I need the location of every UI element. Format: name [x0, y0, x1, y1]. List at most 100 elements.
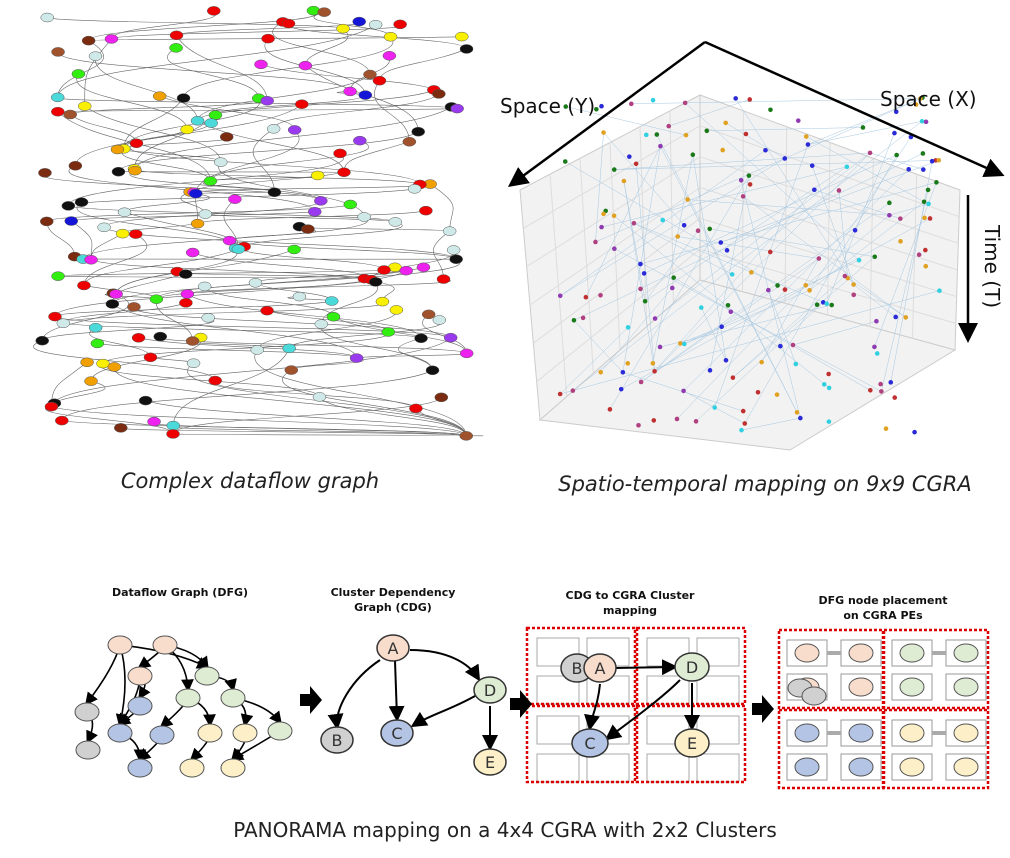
mapped-op	[698, 305, 704, 310]
mapped-op	[674, 416, 680, 422]
mapping-edge	[560, 158, 785, 297]
mapped-op	[728, 309, 734, 315]
mapped-op	[669, 285, 675, 291]
mapped-op	[643, 132, 649, 138]
edge	[397, 337, 433, 371]
mapped-op	[671, 275, 676, 280]
cdg: A B C D E	[320, 634, 507, 776]
mapping-edge	[720, 160, 939, 243]
mapped-op	[723, 120, 729, 126]
dfg-node	[74, 702, 100, 722]
mapped-op	[898, 239, 903, 244]
mapped-op	[768, 107, 773, 113]
dfg-node	[61, 201, 76, 211]
edge	[97, 343, 357, 359]
mapped-op	[733, 96, 738, 101]
dfg-node	[64, 216, 79, 226]
mapped-op	[867, 150, 873, 156]
edge	[183, 36, 394, 99]
mapping-edge	[740, 180, 801, 419]
dfg-node	[407, 184, 422, 194]
dfg-node	[314, 196, 328, 206]
mapped-op	[598, 369, 604, 375]
edge	[195, 191, 275, 194]
mapped-op	[887, 200, 892, 206]
mapped-op	[723, 358, 729, 363]
dfg-node	[432, 315, 447, 325]
edge	[197, 120, 345, 173]
node-label: A	[595, 659, 606, 678]
edge	[70, 211, 315, 222]
mapped-op	[719, 324, 724, 330]
dfg-node	[81, 35, 96, 46]
dfg-node	[953, 677, 979, 697]
mapped-op	[660, 217, 666, 223]
mapped-op	[851, 282, 856, 287]
pe	[536, 675, 580, 705]
edge	[68, 188, 415, 207]
dfg-node	[222, 235, 237, 246]
mapped-op	[925, 187, 931, 193]
mapped-op	[681, 223, 687, 228]
node-label: E	[687, 734, 697, 753]
mapping-edge	[640, 182, 937, 265]
dfg-node	[848, 643, 874, 663]
dfg-node	[449, 254, 463, 264]
edge	[46, 221, 75, 257]
dfg-node	[399, 265, 413, 276]
mapped-op	[893, 109, 899, 115]
mapping-edge	[847, 277, 906, 318]
edge	[214, 380, 417, 409]
dfg-node	[432, 89, 446, 99]
mapping-edge	[792, 320, 877, 346]
dfg-node	[455, 31, 469, 42]
spatio-temporal-plot	[519, 94, 961, 451]
mapped-op	[580, 315, 586, 321]
dfg-node	[179, 758, 205, 778]
dfg-node	[208, 110, 223, 120]
dfg-node	[459, 348, 474, 359]
mapped-op	[923, 119, 929, 125]
mapping-edge	[684, 290, 810, 345]
edge	[54, 316, 452, 338]
edge	[187, 363, 467, 436]
edge	[172, 397, 442, 435]
mapped-op	[878, 381, 883, 387]
edge	[130, 142, 421, 185]
edge	[46, 204, 351, 222]
mapped-op	[746, 173, 752, 178]
mapped-op	[826, 371, 831, 377]
edge	[41, 293, 129, 341]
dfg-node	[368, 19, 383, 30]
dfg-node	[375, 296, 390, 307]
edge	[112, 258, 461, 305]
mapped-op	[612, 246, 617, 252]
mapped-op	[793, 361, 799, 367]
dfg-node	[180, 289, 195, 299]
mapping-edge	[560, 150, 766, 297]
edge	[57, 108, 458, 112]
mapped-op	[738, 178, 744, 183]
dfg-node	[111, 166, 126, 177]
edge	[282, 369, 467, 436]
edge	[57, 40, 105, 98]
dfg-node	[372, 75, 387, 86]
edge	[57, 111, 211, 182]
mapped-op	[860, 125, 866, 130]
mapping-edge	[603, 132, 685, 226]
edge	[57, 51, 351, 92]
dfg-node	[51, 106, 65, 117]
mapped-op	[628, 101, 634, 107]
axis-label: Space (X)	[880, 87, 977, 111]
dfg-node	[266, 124, 281, 134]
dfg-node	[213, 157, 228, 167]
edge	[103, 200, 322, 228]
mapping-edge	[631, 98, 921, 105]
dfg-node	[128, 165, 142, 176]
edge	[58, 275, 365, 279]
dfg-node	[349, 353, 364, 363]
mapped-op	[888, 380, 894, 385]
mapping-edge	[889, 203, 929, 216]
mapping-edge	[807, 120, 923, 145]
